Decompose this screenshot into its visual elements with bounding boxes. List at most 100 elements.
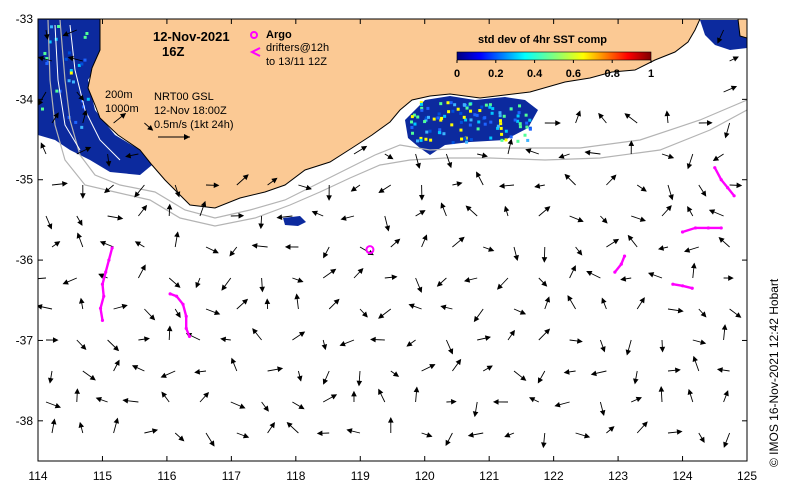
sst-pixel <box>67 51 71 55</box>
current-valid-time: 12-Nov 18:00Z <box>154 105 227 117</box>
current-arrow <box>370 336 385 343</box>
sst-pixel <box>41 107 45 111</box>
sst-pixel <box>69 71 73 75</box>
current-arrow <box>51 181 68 187</box>
sst-pixel <box>513 118 517 122</box>
current-arrow <box>298 184 312 191</box>
current-arrow <box>267 177 278 186</box>
current-arrow <box>534 183 545 189</box>
current-arrow <box>122 397 139 404</box>
current-arrow <box>267 421 275 434</box>
current-arrow <box>406 339 416 347</box>
current-arrow <box>353 268 364 279</box>
current-arrow <box>316 430 330 437</box>
sst-pixel <box>413 122 417 126</box>
sst-pixel <box>459 128 463 132</box>
sst-pixel <box>419 136 423 140</box>
colorbar-tick-label: 0 <box>454 68 460 80</box>
current-arrow <box>113 112 127 124</box>
current-arrow <box>323 246 330 259</box>
sst-pixel <box>50 25 54 29</box>
current-arrow <box>538 206 551 217</box>
current-arrow <box>464 277 478 283</box>
sst-pixel <box>528 127 532 131</box>
current-arrow <box>390 238 401 248</box>
current-arrow <box>384 153 394 160</box>
drifter-track <box>613 254 627 274</box>
current-arrow <box>350 184 361 192</box>
sst-pixel <box>439 102 443 106</box>
current-arrow <box>476 171 484 186</box>
sst-pixel <box>442 132 446 136</box>
current-arrow <box>292 277 304 283</box>
current-arrow <box>40 142 47 155</box>
sst-pixel <box>45 62 49 66</box>
sst-pixel <box>478 109 482 113</box>
drifter-track <box>98 246 114 322</box>
current-arrow <box>465 205 478 217</box>
current-arrow <box>575 432 591 439</box>
current-arrow <box>48 370 54 384</box>
current-arrow <box>569 265 576 279</box>
current-arrow <box>421 364 436 372</box>
current-arrow <box>537 370 546 384</box>
current-arrow <box>584 149 601 156</box>
sst-pixel <box>480 105 484 109</box>
current-arrow <box>105 153 112 167</box>
current-arrow <box>712 153 724 162</box>
sst-pixel <box>465 106 469 110</box>
current-arrow <box>138 204 148 217</box>
sst-pixel <box>491 107 495 111</box>
current-arrow <box>328 298 340 310</box>
sst-pixel <box>460 137 464 141</box>
current-arrow <box>421 432 433 438</box>
current-arrow <box>286 422 299 434</box>
x-tick-label: 119 <box>351 469 370 483</box>
current-arrow <box>620 276 632 282</box>
current-arrow <box>76 215 83 226</box>
sst-pixel <box>509 107 513 111</box>
current-arrow <box>131 365 145 372</box>
sst-pixel <box>499 122 503 126</box>
sst-pixel <box>498 114 502 118</box>
current-arrow <box>113 303 128 310</box>
current-arrow <box>78 421 85 434</box>
current-arrow <box>276 214 293 220</box>
current-arrow <box>134 241 145 248</box>
current-arrow <box>220 336 231 343</box>
current-arrow <box>446 398 457 405</box>
sst-pixel <box>80 125 84 129</box>
current-arrow <box>322 394 338 403</box>
current-arrow <box>67 55 83 62</box>
current-arrow <box>292 401 305 410</box>
current-arrow <box>38 91 47 106</box>
current-arrow <box>415 153 421 169</box>
sst-pixel <box>410 126 414 130</box>
current-arrow <box>205 182 220 189</box>
current-arrow <box>538 277 548 287</box>
current-arrow <box>473 308 484 323</box>
drifter-track <box>671 282 694 290</box>
sst-pixel <box>453 103 457 107</box>
isobath-label-1000m: 1000m <box>105 103 139 115</box>
isobath-label-200m: 200m <box>105 89 133 101</box>
current-arrow <box>229 246 238 257</box>
current-arrow <box>723 390 729 403</box>
sst-pixel <box>465 140 469 144</box>
sst-pixel <box>516 119 520 123</box>
sst-pixel <box>489 136 493 140</box>
current-arrow <box>601 297 607 310</box>
current-arrow <box>326 184 332 201</box>
argo-legend-icon <box>250 31 258 39</box>
current-arrow <box>544 296 551 310</box>
current-arrow <box>161 391 170 403</box>
current-arrow <box>45 215 53 230</box>
sst-pixel <box>55 89 59 93</box>
current-arrow <box>667 429 683 435</box>
current-arrow <box>346 428 361 434</box>
y-tick-label: -37 <box>16 333 34 347</box>
current-arrow <box>99 240 114 248</box>
current-arrow <box>378 184 392 193</box>
current-arrow <box>600 215 608 224</box>
